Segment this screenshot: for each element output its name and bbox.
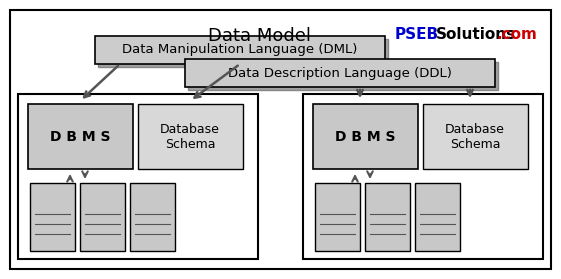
FancyBboxPatch shape: [98, 39, 388, 67]
FancyBboxPatch shape: [188, 62, 498, 90]
FancyBboxPatch shape: [315, 183, 360, 251]
FancyBboxPatch shape: [30, 183, 75, 251]
Text: PSEB: PSEB: [395, 27, 439, 42]
Text: Database
Schema: Database Schema: [160, 123, 220, 151]
FancyBboxPatch shape: [80, 183, 125, 251]
Text: .com: .com: [497, 27, 538, 42]
FancyBboxPatch shape: [138, 104, 243, 169]
FancyBboxPatch shape: [303, 94, 543, 259]
Text: D B M S: D B M S: [50, 130, 111, 144]
Text: Data Model: Data Model: [209, 27, 311, 45]
Text: Solutions: Solutions: [436, 27, 516, 42]
FancyBboxPatch shape: [313, 104, 418, 169]
FancyBboxPatch shape: [28, 104, 133, 169]
FancyBboxPatch shape: [365, 183, 410, 251]
FancyBboxPatch shape: [423, 104, 528, 169]
FancyBboxPatch shape: [18, 94, 258, 259]
FancyBboxPatch shape: [95, 36, 385, 64]
FancyBboxPatch shape: [415, 183, 460, 251]
FancyBboxPatch shape: [185, 59, 495, 87]
Text: Database
Schema: Database Schema: [445, 123, 505, 151]
Text: D B M S: D B M S: [335, 130, 396, 144]
Text: Data Manipulation Language (DML): Data Manipulation Language (DML): [122, 44, 358, 57]
FancyBboxPatch shape: [10, 10, 551, 269]
Text: Data Description Language (DDL): Data Description Language (DDL): [228, 66, 452, 80]
FancyBboxPatch shape: [130, 183, 175, 251]
